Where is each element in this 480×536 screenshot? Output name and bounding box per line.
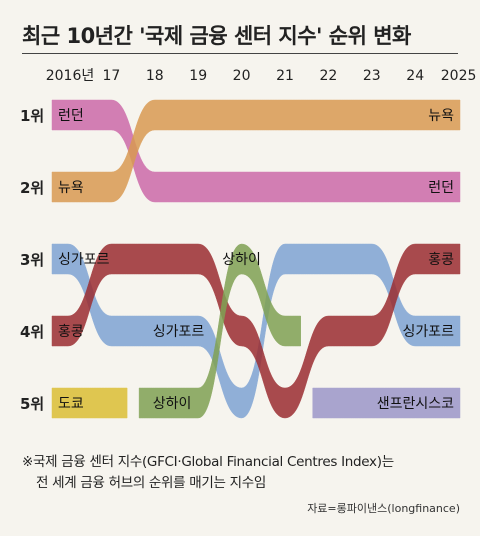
band-label: 도쿄	[58, 396, 84, 412]
series-band	[51, 243, 461, 419]
series-band	[51, 99, 461, 203]
x-tick-label: 22	[319, 68, 337, 84]
x-tick-label: 23	[363, 68, 381, 84]
footnote: ※국제 금융 센터 지수(GFCI·Global Financial Centr…	[22, 452, 462, 494]
x-tick-label: 2025	[441, 68, 477, 84]
series-band	[51, 387, 128, 419]
series-band	[312, 387, 461, 419]
rank-label: 4위	[20, 323, 44, 341]
source-credit: 자료=롱파이낸스(longfinance)	[307, 502, 460, 515]
band-label: 싱가포르	[402, 324, 454, 340]
footnote-line-2: 전 세계 금융 허브의 순위를 매기는 지수임	[36, 475, 266, 491]
x-tick-label: 17	[102, 68, 120, 84]
band-label: 런던	[428, 180, 454, 196]
band-label: 홍콩	[58, 324, 84, 340]
series-band	[51, 243, 461, 419]
x-tick-label: 18	[146, 68, 164, 84]
band-label: 홍콩	[428, 252, 454, 268]
x-tick-label: 21	[276, 68, 294, 84]
rank-label: 2위	[20, 179, 44, 197]
band-label: 상하이	[222, 252, 261, 268]
rank-label: 1위	[20, 107, 44, 125]
chart-title: 최근 10년간 '국제 금융 센터 지수' 순위 변화	[22, 24, 411, 48]
bump-chart: 2016년 17 18 19 20 21 22 23 24 20251위2위3위4위5위런던뉴욕싱…	[20, 68, 477, 419]
series-band	[138, 243, 301, 419]
footnote-line-1: ※국제 금융 센터 지수(GFCI·Global Financial Centr…	[22, 454, 394, 470]
title-divider	[22, 53, 458, 54]
band-label: 싱가포르	[58, 252, 110, 268]
x-tick-label: 20	[233, 68, 251, 84]
x-tick-label: 19	[189, 68, 207, 84]
band-label: 샌프란시스코	[377, 396, 454, 412]
series-band	[51, 99, 461, 203]
x-tick-label: 2016년	[46, 68, 95, 84]
band-label: 런던	[58, 108, 84, 124]
rank-label: 3위	[20, 251, 44, 269]
x-tick-label: 24	[406, 68, 424, 84]
band-label: 뉴욕	[58, 180, 84, 196]
band-label: 싱가포르	[153, 324, 205, 340]
band-label: 뉴욕	[428, 108, 454, 124]
band-label: 상하이	[153, 396, 192, 412]
rank-label: 5위	[20, 395, 44, 413]
